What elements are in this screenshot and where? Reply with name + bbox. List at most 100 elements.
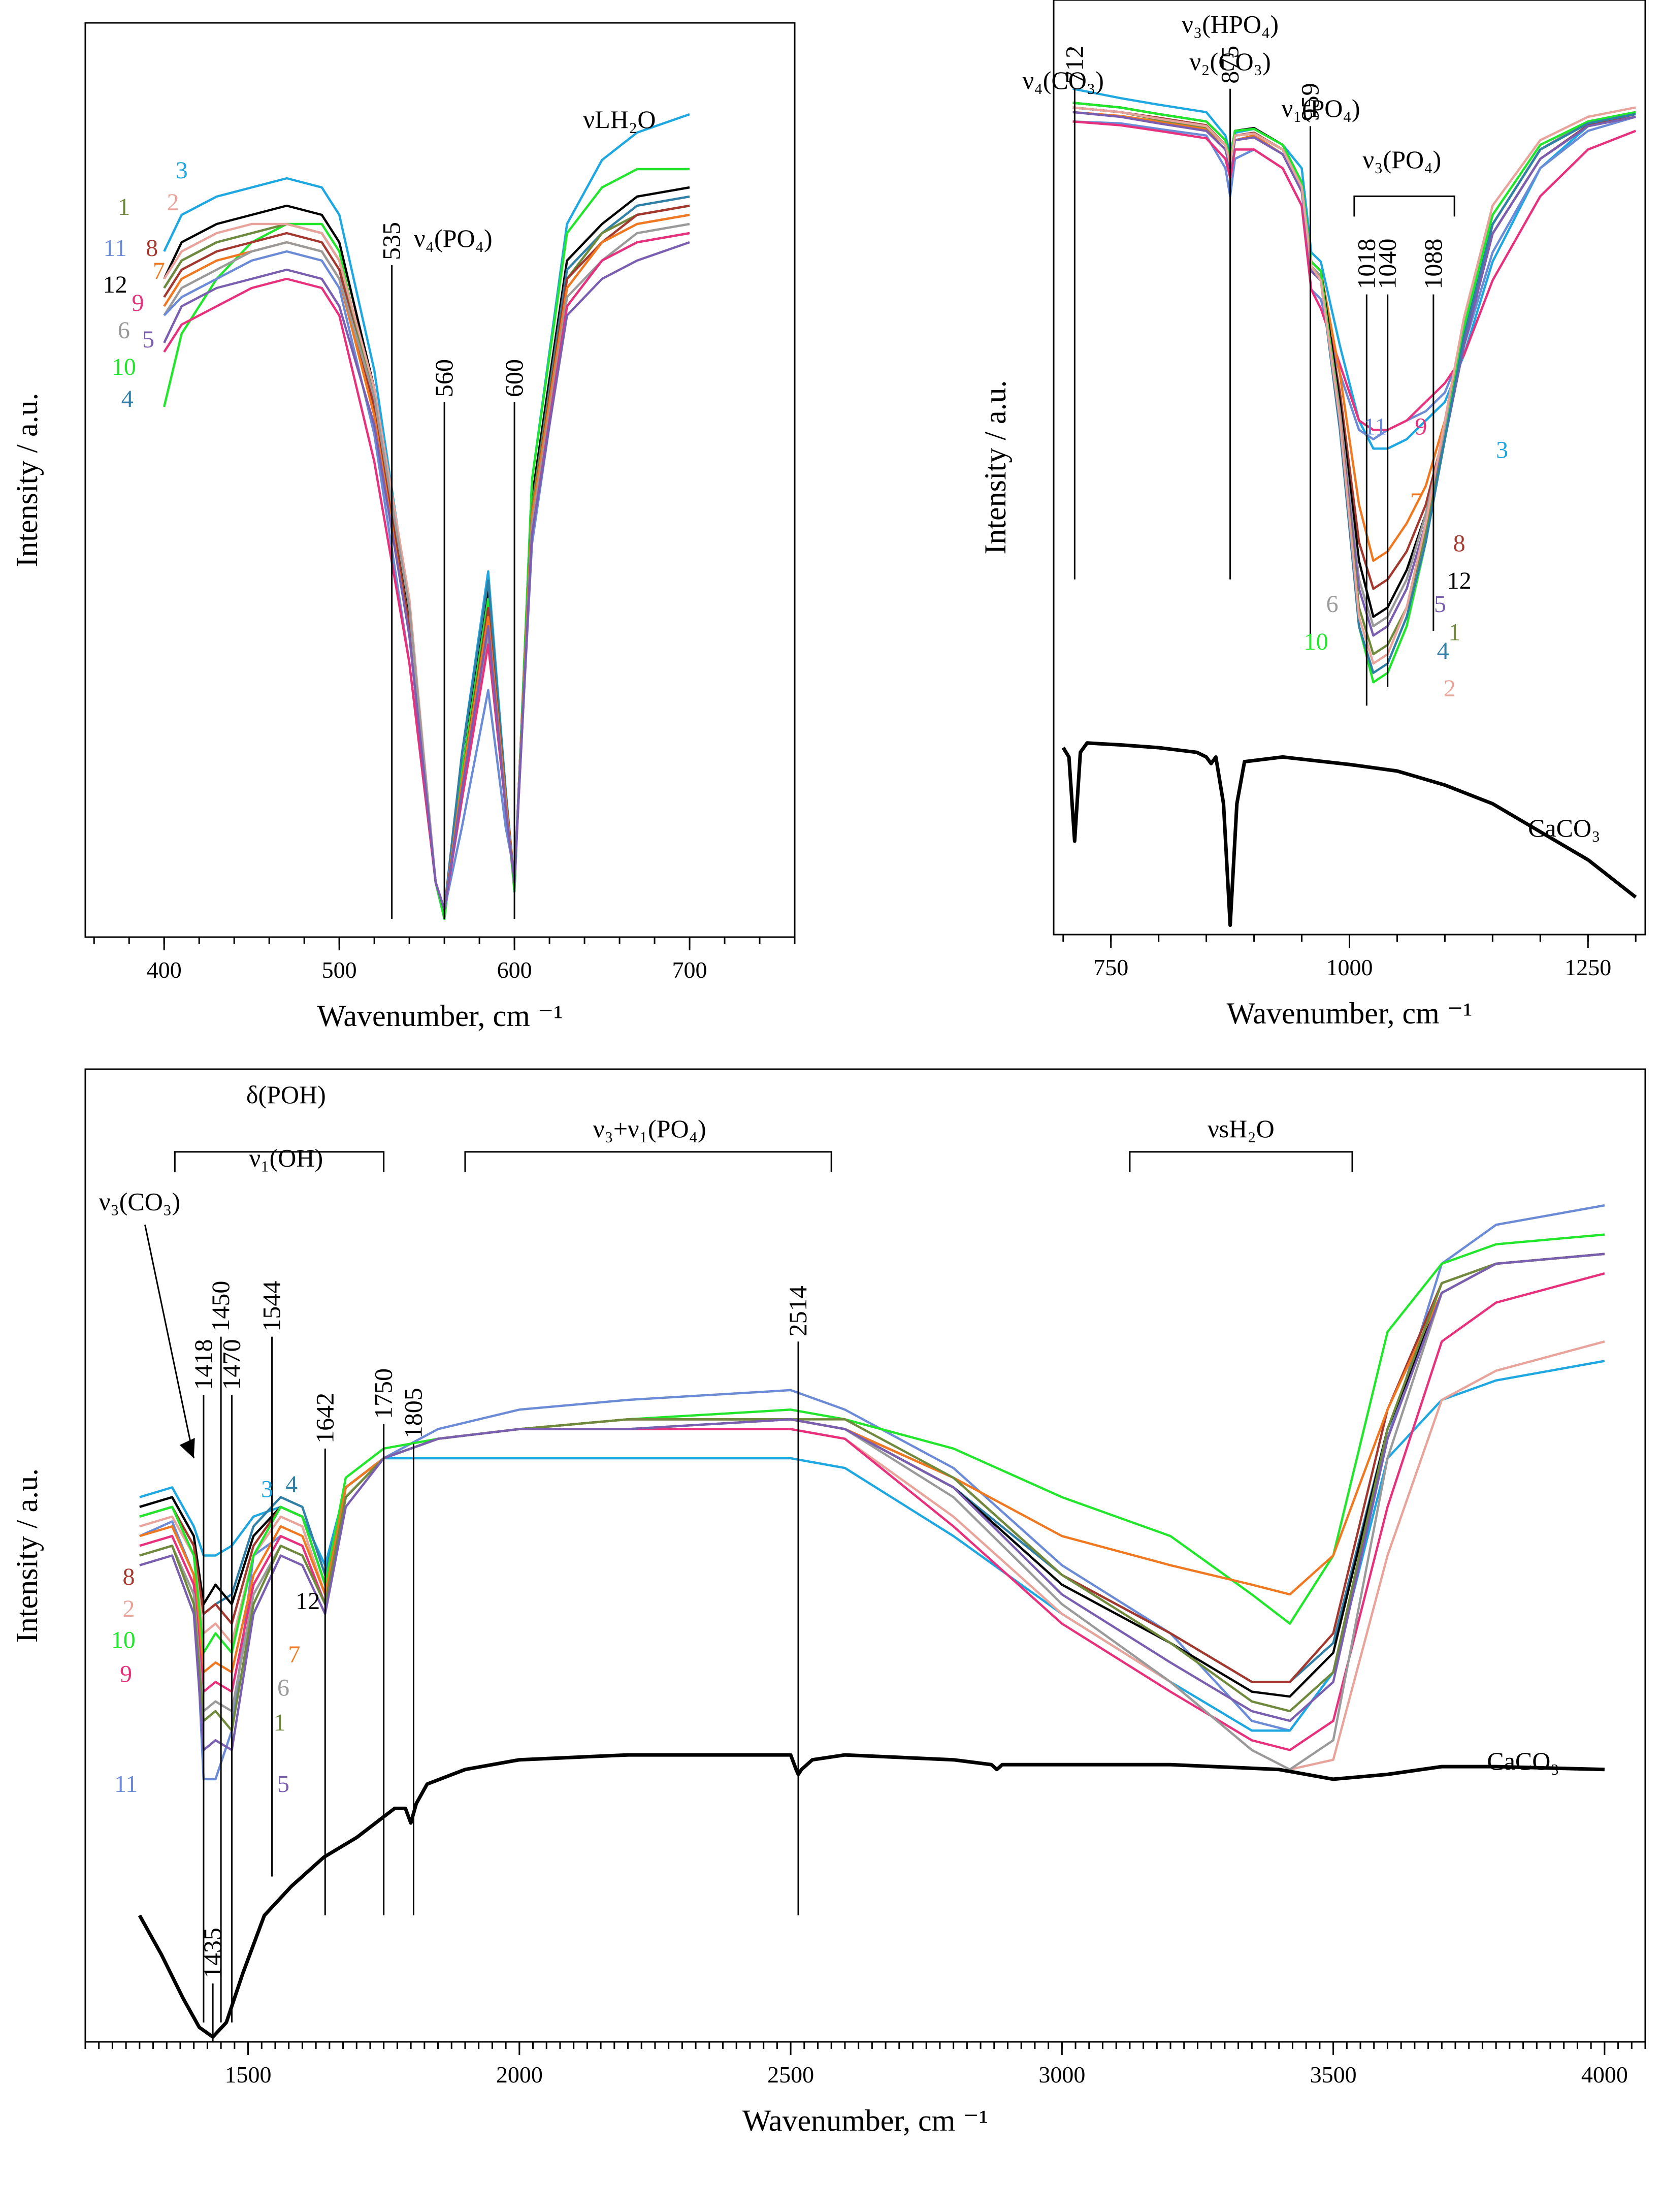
series-line-5 [139,1253,1605,1751]
peak-label: 1470 [217,1339,246,1390]
peak-label: 1544 [257,1281,286,1332]
series-label: 4 [121,386,134,412]
band-label: δ(POH) [246,1080,326,1109]
series-line-10 [1072,102,1636,684]
y-axis-title: Intensity / a.u. [10,1468,44,1643]
series-label: 3 [1496,437,1508,464]
series-line-5 [163,241,690,911]
series-label: 10 [112,354,136,380]
series-line-11 [139,1204,1605,1781]
panel-a: 400 500 600 700 Wavenumber, cm ⁻¹ Intensity /… [10,22,796,1033]
series-label: 12 [296,1588,320,1615]
band-label: ν₁(OH) [249,1144,323,1172]
x-tick-label: 600 [497,957,532,983]
band-label: ν₃+ν₁(PO₄) [593,1114,706,1143]
series-label: 10 [111,1626,136,1653]
series-label: 9 [120,1660,132,1687]
caco3-label: CaCO₃ [1487,1747,1559,1775]
peak-label: 712 [1060,46,1088,84]
series-label: 7 [288,1641,300,1668]
series-label: 8 [1453,530,1465,557]
series-line-7 [139,1253,1605,1674]
series-label: 6 [118,317,130,344]
series-label: 6 [277,1674,289,1701]
peak-label: 1750 [369,1368,398,1419]
series-line-4 [1072,106,1636,675]
x-tick-label: 1000 [1326,954,1373,980]
band-bracket [1129,1151,1353,1172]
peak-label: 1642 [310,1393,339,1444]
series-label: 10 [1304,628,1328,655]
x-tick-label: 4000 [1581,2062,1628,2088]
x-tick-label: 700 [672,957,707,983]
series-label: 1 [118,194,130,220]
series-label: 12 [1447,567,1472,594]
band-label: νLH₂O [583,105,656,134]
arrow-head [179,1438,195,1458]
peak-label: 1805 [399,1388,427,1438]
y-axis-title: Intensity / a.u. [979,380,1012,554]
series-label: 7 [1410,488,1422,515]
x-axis-title: Wavenumber, cm ⁻¹ [742,2104,988,2137]
series-label: 2 [167,189,179,216]
series-label: 4 [285,1471,298,1498]
series-line-2 [1072,106,1636,665]
band-label: ν₄(PO₄) [414,224,493,252]
series-label: 4 [1437,637,1449,664]
band-label: νsH₂O [1208,1114,1275,1143]
plot-frame [84,22,796,938]
series-line-7 [1072,111,1636,562]
series-label: 9 [1415,413,1427,440]
series-label: 12 [103,271,127,298]
series-label: 8 [146,235,158,262]
series-line-1 [139,1253,1605,1732]
x-axis-title: Wavenumber, cm ⁻¹ [317,999,563,1033]
caco3-label: CaCO₃ [1528,814,1600,842]
y-axis-title: Intensity / a.u. [10,393,44,567]
x-tick-label: 1250 [1565,954,1611,980]
series-label: 1 [1448,619,1460,646]
series-label: 1 [274,1709,286,1736]
series-line-CaCO3 [1061,741,1637,927]
series-line-6 [139,1253,1605,1771]
series-label: 9 [132,290,144,316]
series-label: 7 [153,258,165,284]
plot-frame [84,1068,1646,2043]
series-label: 11 [114,1771,138,1798]
band-label: ν₂(CO₃) [1190,47,1271,76]
x-tick-label: 2500 [767,2062,814,2088]
band-label: ν₃(CO₃) [99,1188,180,1216]
x-axis-title: Wavenumber, cm ⁻¹ [1227,997,1473,1030]
series-label: 2 [122,1595,135,1622]
band-label: ν₄(CO₃) [1023,66,1104,94]
x-tick-label: 3500 [1310,2062,1357,2088]
panel-b: 750 1000 1250 Wavenumber, cm ⁻¹ Intensity / … [979,0,1646,1030]
band-bracket [174,1151,385,1172]
peak-label: 535 [377,222,406,260]
series-label: 3 [176,157,188,184]
band-label: ν₃(HPO₄) [1182,10,1279,38]
x-tick-label: 750 [1093,954,1128,980]
x-tick-label: 400 [147,957,182,983]
peak-label: 1088 [1419,239,1447,290]
x-tick-label: 2000 [496,2062,543,2088]
series-label: 8 [122,1563,135,1590]
peak-label: 1435 [198,1928,226,1978]
band-bracket [1353,195,1455,217]
series-label: 5 [1434,591,1446,618]
band-label: ν₁(PO₄) [1282,94,1360,122]
peak-label: 875 [1216,46,1244,84]
peak-label: 959 [1295,83,1324,121]
annotation-arrow [144,1225,195,1459]
peak-label: 1040 [1373,239,1402,290]
peak-label: 600 [500,359,528,397]
x-tick-label: 3000 [1038,2062,1085,2088]
band-label: ν₃(PO₄) [1363,145,1442,174]
band-bracket [464,1151,832,1172]
series-label: 11 [104,235,127,262]
panel-c: 1500 2000 2500 3000 3500 4000 Wavenumber, cm ⁻… [10,1068,1646,2137]
series-label: 5 [142,326,154,353]
series-line-10 [163,168,690,920]
peak-label: 1018 [1352,239,1380,290]
